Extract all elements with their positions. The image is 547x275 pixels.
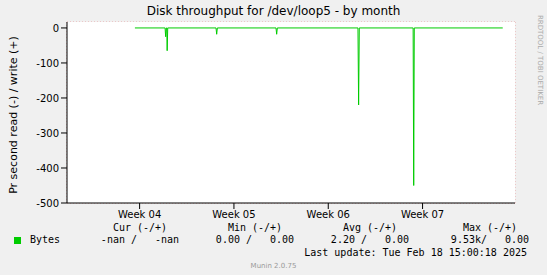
svg-text:-500: -500 <box>36 198 59 209</box>
html-text:Max (-/+): Max (-/+) <box>462 222 518 233</box>
svg-text:Week 06: Week 06 <box>307 209 350 220</box>
html-text:Disk throughput for /dev/loop5: Disk throughput for /dev/loop5 - by mont… <box>146 4 401 18</box>
html-text:Munin 2.0.75: Munin 2.0.75 <box>250 262 297 270</box>
svg-text:-400: -400 <box>36 163 59 174</box>
svg-text:Week 04: Week 04 <box>118 209 161 220</box>
html-text:0.00 / 0.00: 0.00 / 0.00 <box>215 234 295 245</box>
svg-text:Week 07: Week 07 <box>401 209 444 220</box>
html-text:2.20 / 0.00: 2.20 / 0.00 <box>330 234 410 245</box>
svg-text:0: 0 <box>53 23 59 34</box>
html-text:RRDTOOL / TOBI OETIKER: RRDTOOL / TOBI OETIKER <box>536 14 544 106</box>
svg-text:-200: -200 <box>36 93 59 104</box>
svg-text:-300: -300 <box>36 128 59 139</box>
html-text:9.53k/ 0.00: 9.53k/ 0.00 <box>450 234 530 245</box>
svg-text:Week 05: Week 05 <box>212 209 255 220</box>
html-text:-nan / -nan: -nan / -nan <box>100 234 180 245</box>
html-text:Cur (-/+): Cur (-/+) <box>112 222 168 233</box>
html-text:Bytes: Bytes <box>30 234 61 245</box>
svg-text:-100: -100 <box>36 58 59 69</box>
html-text:Pr second read (-) / write (+): Pr second read (-) / write (+) <box>6 36 20 194</box>
html-text:Min (-/+): Min (-/+) <box>227 222 283 233</box>
html-text:Avg (-/+): Avg (-/+) <box>342 222 398 233</box>
html-text:Last update: Tue Feb 18 15:00:: Last update: Tue Feb 18 15:00:18 2025 <box>304 247 527 258</box>
